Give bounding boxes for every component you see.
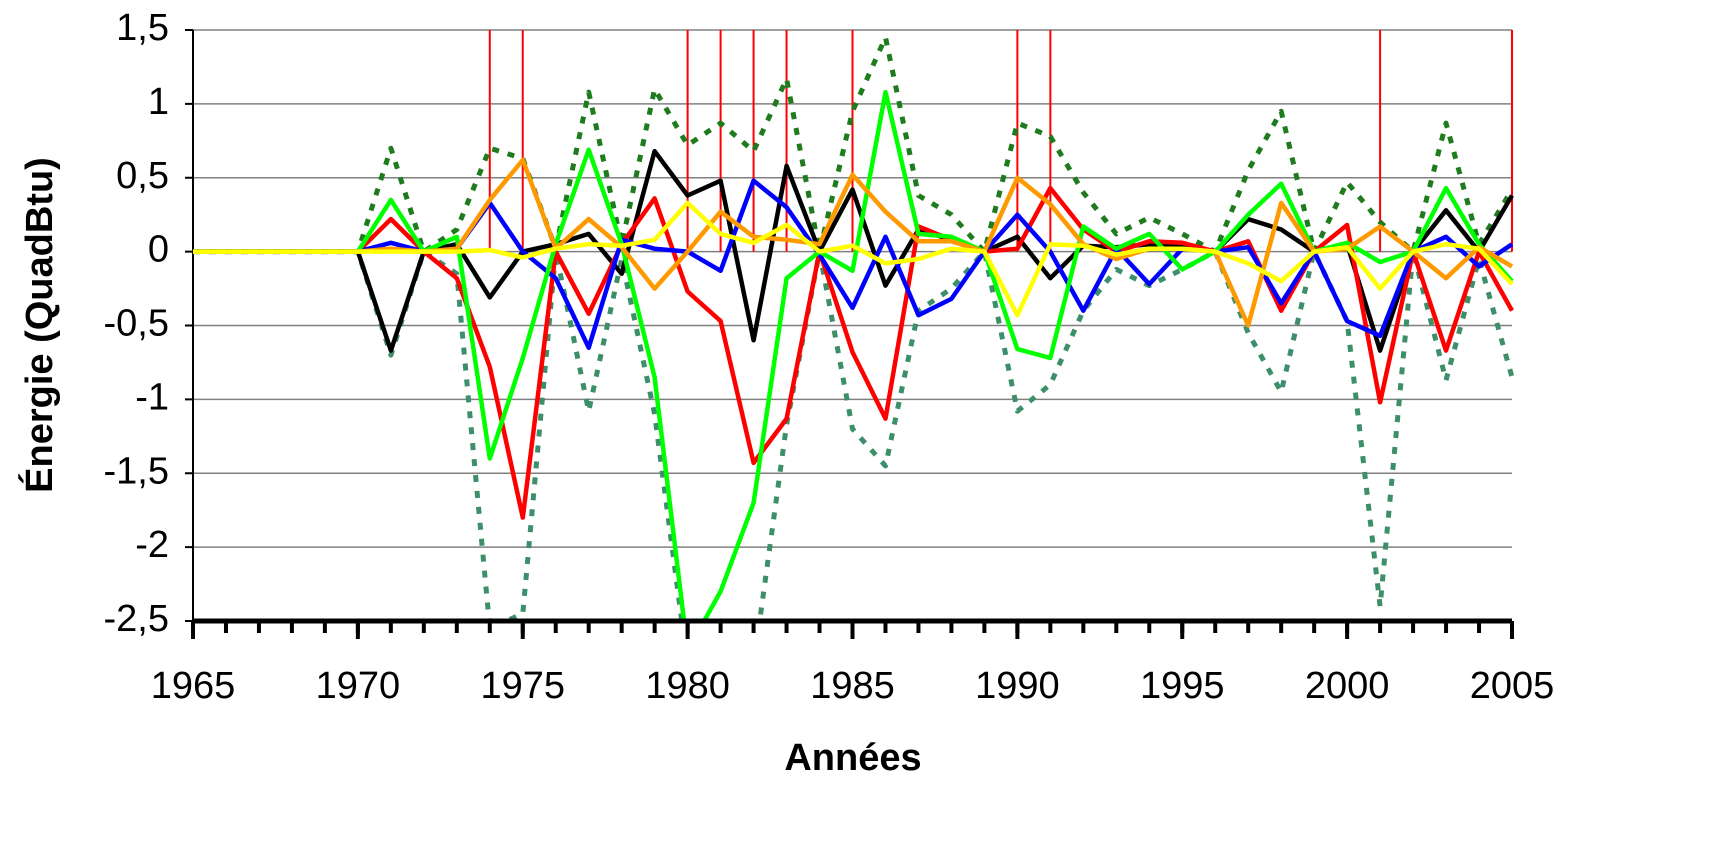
x-tick-label: 2000 — [1305, 665, 1390, 707]
series-line — [193, 34, 1515, 255]
x-tick-label: 2005 — [1470, 665, 1555, 707]
y-tick-label: 1 — [148, 81, 169, 123]
x-tick-label: 1985 — [810, 665, 895, 707]
y-tick-label: 1,5 — [116, 7, 169, 49]
y-tick-label: -2 — [135, 524, 169, 566]
y-tick-label: -1,5 — [104, 450, 169, 492]
x-tick-label: 1990 — [975, 665, 1060, 707]
plot-area — [193, 30, 1515, 622]
y-tick-label: 0,5 — [116, 155, 169, 197]
y-tick-label: -1 — [135, 376, 169, 418]
series-line — [193, 148, 1514, 353]
y-tick-label: 0 — [148, 229, 169, 271]
x-tick-label: 1965 — [151, 665, 236, 707]
series-line — [193, 249, 1515, 622]
y-tick-label: -0,5 — [104, 303, 169, 345]
series-line — [193, 200, 1514, 318]
x-tick-label: 1995 — [1140, 665, 1225, 707]
y-tick-label: -2,5 — [104, 598, 169, 640]
x-tick-label: 1975 — [480, 665, 565, 707]
series-line — [193, 185, 1514, 520]
series-line — [193, 89, 1514, 622]
y-axis-title: Énergie (QuadBtu) — [17, 157, 61, 493]
x-tick-label: 1980 — [645, 665, 730, 707]
x-tick-label: 1970 — [316, 665, 401, 707]
x-axis-title: Années — [784, 737, 921, 779]
